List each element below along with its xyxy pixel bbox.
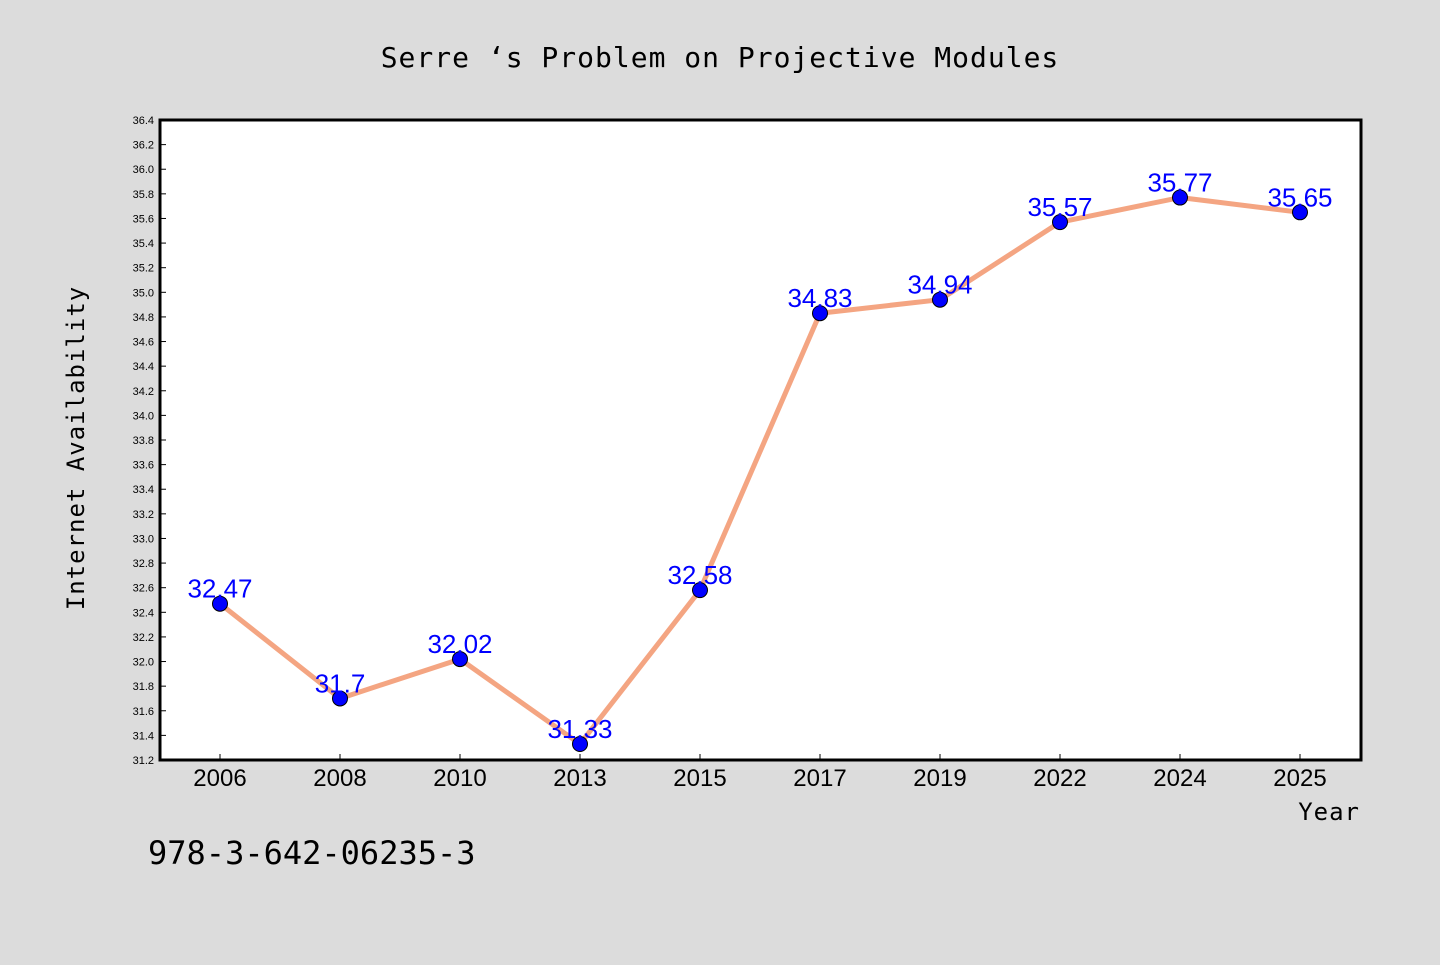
y-tick-label: 31.4: [133, 730, 154, 742]
y-tick-label: 34.6: [133, 337, 154, 349]
data-point: [692, 582, 708, 599]
y-tick-label: 35.4: [133, 238, 154, 250]
y-tick-label: 31.8: [133, 681, 154, 693]
data-point: [812, 305, 828, 322]
y-tick-label: 32.2: [133, 632, 154, 644]
plot-area: [158, 118, 1363, 762]
x-tick-label: 2024: [1153, 765, 1206, 792]
data-label: 34.94: [907, 270, 972, 300]
x-tick-label: 2017: [793, 765, 846, 792]
data-point: [1172, 189, 1188, 206]
y-tick-label: 32.8: [133, 558, 154, 570]
data-point: [452, 651, 468, 668]
y-tick-label: 34.0: [133, 410, 154, 422]
x-axis-title: Year: [1298, 798, 1360, 826]
x-tick-label: 2013: [553, 765, 606, 792]
y-tick-label: 36.4: [133, 115, 154, 127]
series-group: 32.47 31.7 32.02 31.33 32.58 34.83 34.94 35.57 3…: [187, 168, 1333, 752]
y-tick-label: 35.6: [133, 213, 154, 225]
x-tick-label: 2006: [193, 765, 246, 792]
series-line: [217, 195, 1303, 747]
y-tick-label: 33.0: [133, 533, 154, 545]
x-tick-label: 2019: [913, 765, 966, 792]
y-tick-label: 35.2: [133, 263, 154, 275]
data-label: 31.7: [315, 668, 366, 698]
y-tick-label: 33.2: [133, 509, 154, 521]
y-tick-label: 35.0: [133, 287, 154, 299]
y-tick-label: 36.2: [133, 140, 154, 152]
y-tick-label: 33.4: [133, 484, 154, 496]
data-label: 35.77: [1147, 168, 1212, 198]
y-tick-label: 34.4: [133, 361, 154, 373]
y-axis-ticks: 31.2 31.4 31.6 31.8 32.0 32.2 32.4 32.6 32.8 33.0…: [133, 115, 166, 767]
chart-title: Serre ‘s Problem on Projective Modules: [381, 41, 1060, 74]
x-axis-ticks: 2006 2008 2010 2013 2015 2017 2019 2022 2024 2025: [193, 754, 1327, 792]
isbn-annotation: 978-3-642-06235-3: [148, 834, 476, 872]
x-tick-label: 2010: [433, 765, 486, 792]
data-point: [932, 291, 948, 308]
x-tick-label: 2025: [1273, 765, 1326, 792]
x-tick-label: 2015: [673, 765, 726, 792]
data-label: 32.47: [187, 574, 252, 604]
data-point: [212, 595, 228, 612]
data-label: 31.33: [547, 714, 612, 744]
y-tick-label: 31.2: [133, 755, 154, 767]
y-tick-label: 32.6: [133, 583, 154, 595]
y-tick-label: 32.0: [133, 657, 154, 669]
data-label: 35.57: [1027, 192, 1092, 222]
data-point: [572, 736, 588, 752]
x-tick-label: 2008: [313, 765, 366, 792]
data-point: [332, 690, 348, 707]
y-tick-label: 36.0: [133, 164, 154, 176]
y-tick-label: 34.2: [133, 386, 154, 398]
y-tick-label: 32.4: [133, 607, 154, 619]
data-label: 35.65: [1267, 182, 1332, 212]
data-label: 32.58: [667, 560, 732, 590]
data-label: 34.83: [787, 283, 852, 313]
data-point: [1052, 214, 1068, 231]
data-label: 32.02: [427, 629, 492, 659]
data-point: [1292, 204, 1308, 221]
y-tick-label: 34.8: [133, 312, 154, 324]
y-axis-title: Internet Availability: [62, 286, 90, 610]
x-tick-label: 2022: [1033, 765, 1086, 792]
y-tick-label: 31.6: [133, 706, 154, 718]
y-tick-label: 35.8: [133, 189, 154, 201]
y-tick-label: 33.8: [133, 435, 154, 447]
y-tick-label: 33.6: [133, 460, 154, 472]
